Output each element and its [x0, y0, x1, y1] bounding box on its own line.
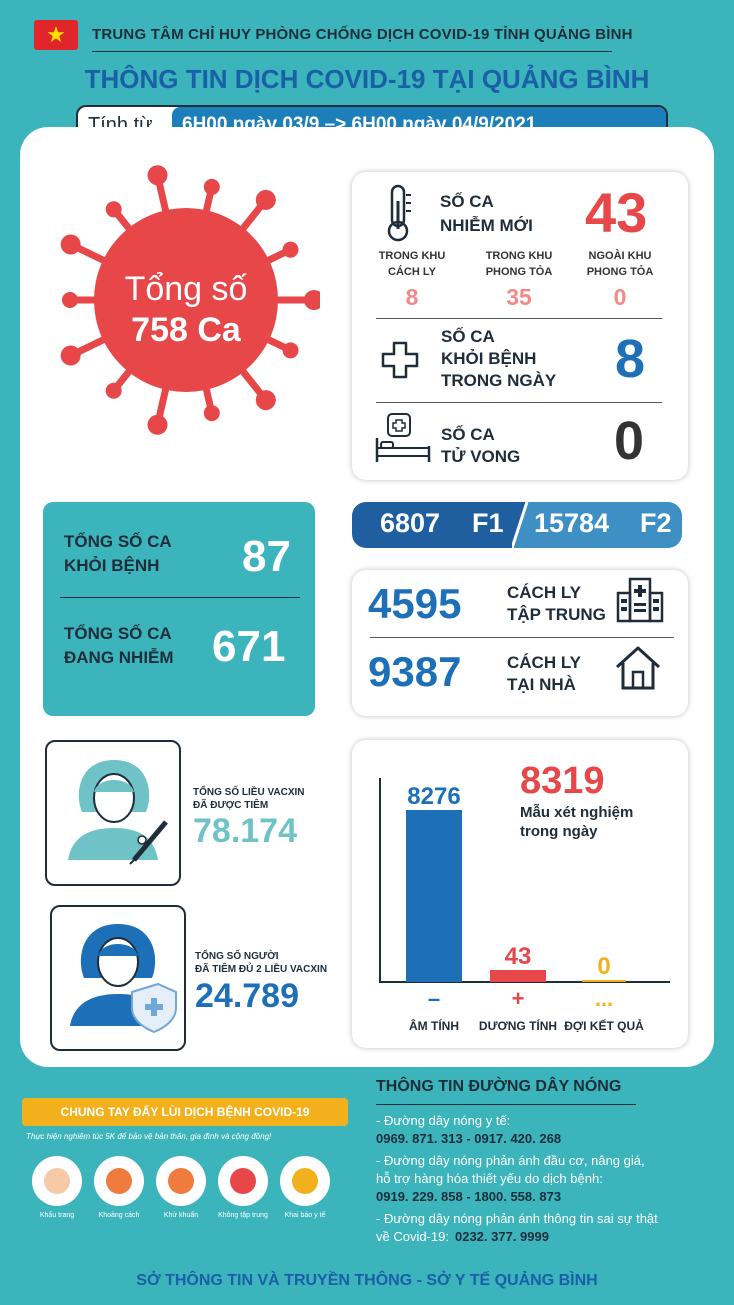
hotline-medical-numbers: 0969. 871. 313 - 0917. 420. 268 [376, 1131, 562, 1146]
campaign-item-label: Khai báo y tế [284, 1212, 326, 1219]
vaccine-doses-value: 78.174 [193, 812, 297, 850]
vaccine-doses-label: TỔNG SỐ LIỀU VACXIN ĐÃ ĐƯỢC TIÊM [193, 787, 305, 811]
bar-0 [406, 810, 462, 982]
home-isolation-value: 9387 [368, 648, 462, 695]
chart-axis [379, 778, 670, 983]
vietnam-flag-icon: ★ [34, 20, 78, 50]
new-cases-label: SỐ CA NHIỄM MỚI [440, 192, 533, 235]
campaign-icons: Khẩu trang Khoảng cách Khử khuẩn Không tập … [20, 1150, 350, 1230]
total-active-value: 671 [212, 622, 286, 671]
hotline-price-label-1: - Đường dây nóng phản ánh đầu cơ, nâng g… [376, 1153, 645, 1168]
total-recovered-value: 87 [242, 532, 291, 581]
bar-label-2: ĐỢI KẾT QUẢ [564, 1018, 644, 1033]
f1-value: 6807 [380, 508, 441, 538]
page-title: THÔNG TIN DỊCH COVID-19 TẠI QUẢNG BÌNH [84, 64, 650, 94]
campaign-item-label: Không tập trung [218, 1212, 268, 1219]
new-cases-value: 43 [585, 181, 648, 244]
recovered-today-value: 8 [615, 329, 646, 389]
protected-person-icon [70, 924, 177, 1034]
distance-icon [94, 1156, 144, 1206]
vaccinated-person-icon [68, 760, 168, 865]
vaccine-full-value: 24.789 [195, 977, 299, 1015]
bar-value-1: 43 [505, 943, 532, 970]
tests-total-label: Mẫu xét nghiệm trong ngày [520, 804, 634, 840]
home-isolation-label: CÁCH LY TẠI NHÀ [507, 653, 581, 694]
bar-symbol-1: + [512, 986, 525, 1011]
bar-symbol-0: – [428, 986, 440, 1011]
breakdown-value-2: 35 [506, 284, 532, 310]
total-cases: Tổng số 758 Ca [90, 270, 282, 350]
hotline-divider [376, 1104, 636, 1105]
campaign-item-label: Khoảng cách [98, 1212, 140, 1219]
total-cases-label: Tổng số [124, 270, 248, 308]
bar-value-0: 8276 [407, 783, 460, 810]
totals-card [43, 502, 315, 716]
campaign-item-label: Khử khuẩn [163, 1212, 199, 1219]
campaign-subtitle: Thực hiện nghiêm túc 5K để bảo vệ bản th… [26, 1132, 272, 1141]
f2-value: 15784 [534, 508, 610, 538]
f1-label: F1 [472, 508, 504, 538]
isolation-card [352, 570, 688, 716]
hotline-fake-label-2: về Covid-19: [376, 1229, 449, 1244]
mask-icon [32, 1156, 82, 1206]
central-isolation-value: 4595 [368, 580, 462, 627]
bar-2 [582, 980, 626, 982]
medical-cross-icon [381, 341, 419, 379]
vaccine-full-label: TỔNG SỐ NGƯỜI ĐÃ TIÊM ĐỦ 2 LIỀU VACXIN [195, 951, 328, 975]
campaign-title: CHUNG TAY ĐẨY LÙI DỊCH BỆNH COVID-19 [22, 1098, 348, 1126]
card-divider [376, 402, 662, 403]
total-active-label: TỔNG SỐ CA ĐANG NHIỄM [64, 624, 174, 667]
totals-divider [60, 597, 300, 598]
organization-name: TRUNG TÂM CHỈ HUY PHÒNG CHỐNG DỊCH COVID… [92, 26, 633, 43]
hotline-fake-number: 0232. 377. 9999 [454, 1229, 549, 1244]
campaign-item-label: Khẩu trang [39, 1212, 75, 1219]
hotline-price-numbers: 0919. 229. 858 - 1800. 558. 873 [376, 1189, 562, 1204]
health-declaration-icon [280, 1156, 330, 1206]
bar-value-2: 0 [597, 953, 610, 980]
deaths-value: 0 [614, 411, 645, 471]
hotline-fake-label-1: - Đường dây nóng phản ánh thông tin sai … [376, 1211, 658, 1226]
thermometer-icon [387, 184, 411, 242]
f2-label: F2 [640, 508, 672, 538]
card-divider [376, 318, 662, 319]
test-results-chart: 8276 – ÂM TÍNH 43 + DƯƠNG TÍNH 0... ĐỢI KẾT QUẢ [379, 778, 670, 1033]
hotline-list: - Đường dây nóng y tế: 0969. 871. 313 - … [376, 1112, 726, 1246]
bar-symbol-2: ... [595, 986, 613, 1011]
bar-label-0: ÂM TÍNH [409, 1018, 459, 1033]
header-divider [92, 51, 612, 52]
hospital-bed-icon [375, 413, 431, 462]
total-recovered-label: TỔNG SỐ CA KHỎI BỆNH [64, 532, 172, 575]
virus-icon [60, 165, 320, 435]
hotline-medical-label: - Đường dây nóng y tế: [376, 1113, 511, 1128]
breakdown-label-2: TRONG KHU PHONG TỎA [485, 250, 553, 278]
footer: SỞ THÔNG TIN VÀ TRUYỀN THÔNG - SỞ Y TẾ Q… [136, 1272, 598, 1289]
house-icon [615, 646, 661, 690]
breakdown-value-1: 8 [405, 284, 419, 310]
hotline-price-label-2: hỗ trợ hàng hóa thiết yếu do dịch bệnh: [376, 1171, 603, 1186]
card-divider [370, 637, 674, 638]
breakdown-value-3: 0 [613, 284, 627, 310]
no-gathering-icon [218, 1156, 268, 1206]
hotline-title: THÔNG TIN ĐƯỜNG DÂY NÓNG [376, 1078, 622, 1095]
handwash-icon [156, 1156, 206, 1206]
central-isolation-label: CÁCH LY TẬP TRUNG [507, 583, 606, 624]
contacts-bar [352, 502, 682, 548]
quarantine-building-icon [616, 577, 664, 623]
breakdown-label-1: TRONG KHU CÁCH LY [378, 250, 446, 278]
tests-total-value: 8319 [520, 760, 605, 802]
daily-cases-card [352, 172, 688, 480]
bar-label-1: DƯƠNG TÍNH [479, 1018, 557, 1033]
recovered-today-label: SỐ CA KHỎI BỆNH TRONG NGÀY [441, 327, 557, 390]
breakdown-label-3: NGOÀI KHU PHONG TỎA [586, 250, 654, 278]
deaths-label: SỐ CA TỬ VONG [441, 425, 521, 466]
total-cases-value: 758 Ca [131, 311, 241, 349]
bar-1 [490, 970, 546, 982]
